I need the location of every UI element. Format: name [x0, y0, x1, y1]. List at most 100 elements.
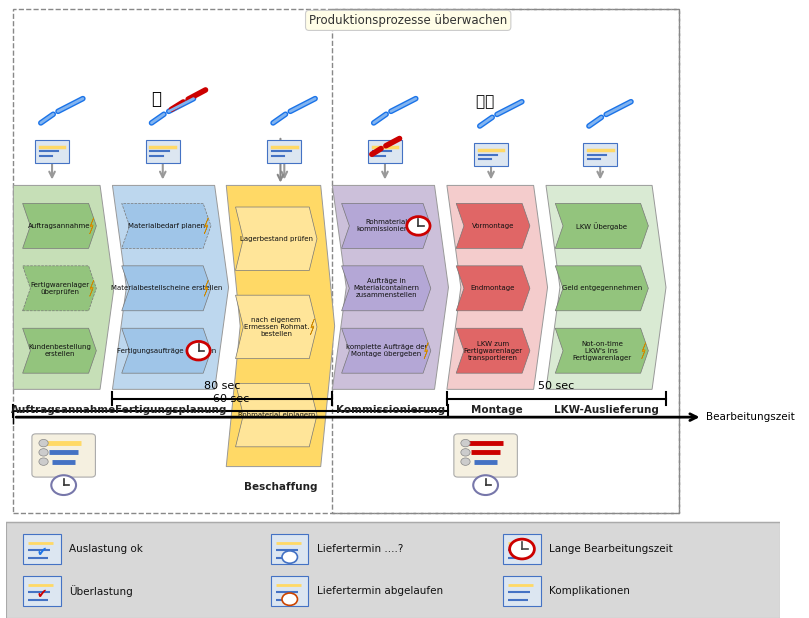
Polygon shape: [235, 295, 317, 358]
Polygon shape: [90, 218, 94, 234]
Text: Vormontage: Vormontage: [472, 223, 515, 229]
Circle shape: [461, 458, 470, 465]
Text: 80 sec: 80 sec: [204, 381, 240, 391]
Text: 🏃: 🏃: [151, 90, 162, 108]
Text: Endmontage: Endmontage: [471, 286, 515, 291]
FancyBboxPatch shape: [474, 143, 508, 166]
Text: Materialbestellscheine erstellen: Materialbestellscheine erstellen: [111, 286, 222, 291]
Circle shape: [39, 458, 49, 465]
FancyBboxPatch shape: [23, 534, 61, 564]
Text: ✔: ✔: [36, 546, 47, 559]
Polygon shape: [112, 185, 229, 389]
Polygon shape: [546, 185, 666, 389]
Polygon shape: [424, 342, 428, 359]
Circle shape: [407, 217, 430, 235]
Text: Bearbeitungszeit: Bearbeitungszeit: [706, 412, 795, 422]
Text: Aufträge in
Materialcontainern
zusammenstellen: Aufträge in Materialcontainern zusammens…: [354, 278, 419, 298]
FancyBboxPatch shape: [23, 577, 61, 606]
Circle shape: [39, 439, 49, 447]
Circle shape: [510, 539, 535, 559]
Text: Komplikationen: Komplikationen: [549, 586, 630, 596]
Polygon shape: [23, 266, 96, 311]
FancyBboxPatch shape: [35, 140, 69, 163]
FancyBboxPatch shape: [32, 434, 95, 477]
Text: Liefertermin ....?: Liefertermin ....?: [317, 544, 403, 554]
FancyBboxPatch shape: [267, 140, 301, 163]
Bar: [13, 9, 680, 513]
Polygon shape: [642, 342, 646, 359]
Text: 60 sec: 60 sec: [213, 394, 249, 404]
Text: Beschaffung: Beschaffung: [244, 482, 317, 492]
Text: komplette Aufträge der
Montage übergeben: komplette Aufträge der Montage übergeben: [345, 344, 427, 357]
Text: Montage: Montage: [472, 405, 523, 415]
Polygon shape: [13, 185, 114, 389]
Polygon shape: [456, 266, 530, 311]
Bar: [332, 9, 680, 513]
Circle shape: [187, 341, 210, 360]
Text: Rohmaterial
kommissionieren: Rohmaterial kommissionieren: [357, 219, 416, 232]
FancyBboxPatch shape: [454, 434, 517, 477]
Text: 🧑‍💼: 🧑‍💼: [477, 95, 495, 109]
Bar: [6, 522, 780, 618]
Polygon shape: [555, 328, 648, 373]
Text: Not-on-time
LKW's ins
Fertigwarenlager: Not-on-time LKW's ins Fertigwarenlager: [572, 341, 631, 361]
Polygon shape: [204, 218, 208, 234]
Polygon shape: [332, 185, 448, 389]
Polygon shape: [341, 203, 431, 248]
FancyBboxPatch shape: [503, 534, 540, 564]
Polygon shape: [456, 203, 530, 248]
Text: LKW-Auslieferung: LKW-Auslieferung: [553, 405, 659, 415]
Circle shape: [282, 551, 298, 563]
Polygon shape: [341, 266, 431, 311]
Text: Materialbedarf planen: Materialbedarf planen: [128, 223, 205, 229]
FancyBboxPatch shape: [271, 577, 308, 606]
Circle shape: [282, 593, 298, 606]
Text: Lange Bearbeitungszeit: Lange Bearbeitungszeit: [549, 544, 673, 554]
Polygon shape: [555, 203, 648, 248]
FancyBboxPatch shape: [503, 577, 540, 606]
FancyBboxPatch shape: [583, 143, 617, 166]
FancyBboxPatch shape: [368, 140, 402, 163]
Text: Produktionsprozesse überwachen: Produktionsprozesse überwachen: [309, 14, 507, 27]
Text: LKW zum
Fertigwarenlager
transportieren: LKW zum Fertigwarenlager transportieren: [464, 341, 523, 361]
Text: Geld entgegennehmen: Geld entgegennehmen: [561, 286, 642, 291]
Circle shape: [473, 475, 498, 495]
Circle shape: [39, 449, 49, 456]
Polygon shape: [519, 580, 525, 603]
Text: Auslastung ok: Auslastung ok: [69, 544, 143, 554]
Text: 50 sec: 50 sec: [538, 381, 574, 391]
Polygon shape: [227, 185, 335, 467]
Text: Kundenbestellung
erstellen: Kundenbestellung erstellen: [28, 344, 91, 357]
Text: Kommissionierung: Kommissionierung: [336, 405, 445, 415]
Text: Liefertermin abgelaufen: Liefertermin abgelaufen: [317, 586, 443, 596]
Text: LKW Übergabe: LKW Übergabe: [576, 222, 627, 230]
Text: Auftragsannahme: Auftragsannahme: [28, 223, 91, 229]
Text: Rohmaterial einlagern: Rohmaterial einlagern: [238, 412, 315, 418]
Text: Überlastung: Überlastung: [69, 585, 133, 597]
Polygon shape: [447, 185, 548, 389]
Text: Lagerbestand prüfen: Lagerbestand prüfen: [239, 235, 313, 242]
Text: nach eigenem
Ermessen Rohmat.
bestellen: nach eigenem Ermessen Rohmat. bestellen: [244, 317, 309, 337]
Polygon shape: [121, 266, 211, 311]
Polygon shape: [311, 319, 315, 335]
FancyBboxPatch shape: [271, 534, 308, 564]
Text: Fertigungsaufträge erstellen: Fertigungsaufträge erstellen: [116, 348, 216, 353]
Text: Auftragsannahme: Auftragsannahme: [11, 405, 116, 415]
Polygon shape: [23, 328, 96, 373]
Circle shape: [461, 449, 470, 456]
Polygon shape: [235, 207, 317, 271]
Circle shape: [461, 439, 470, 447]
Text: Fertigwarenlager
überprüfen: Fertigwarenlager überprüfen: [30, 282, 89, 295]
Text: Fertigungsplanung: Fertigungsplanung: [115, 405, 227, 415]
Polygon shape: [121, 328, 211, 373]
Polygon shape: [204, 281, 208, 297]
Polygon shape: [23, 203, 96, 248]
Polygon shape: [90, 281, 94, 297]
Circle shape: [51, 475, 76, 495]
Polygon shape: [341, 328, 431, 373]
FancyBboxPatch shape: [146, 140, 180, 163]
Polygon shape: [456, 328, 530, 373]
Polygon shape: [235, 383, 317, 447]
Polygon shape: [555, 266, 648, 311]
Text: ✔: ✔: [36, 588, 47, 601]
